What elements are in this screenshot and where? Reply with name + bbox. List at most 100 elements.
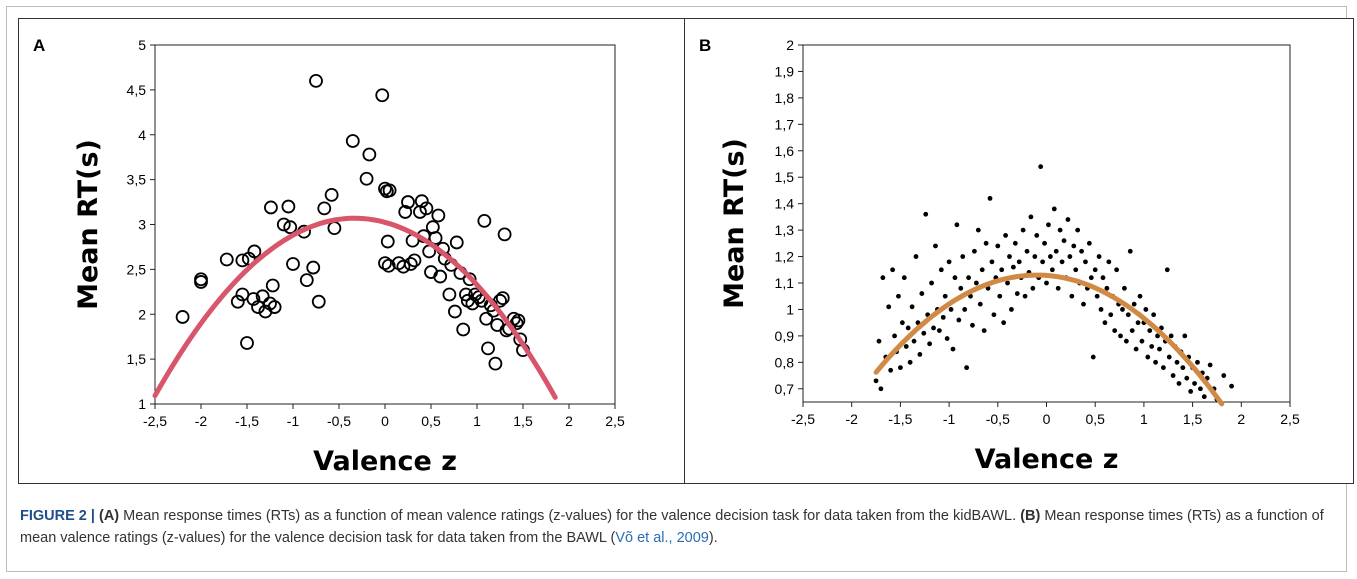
data-point [327, 221, 342, 235]
data-point [1049, 267, 1055, 273]
data-point [407, 253, 422, 268]
data-point [956, 317, 962, 323]
y-tick-label: 1 [786, 301, 794, 317]
data-point [1106, 259, 1112, 265]
data-point [276, 217, 291, 232]
data-point [428, 231, 443, 245]
data-point [995, 243, 1001, 249]
caption-text-end: ). [708, 530, 718, 546]
data-point [1184, 375, 1190, 381]
data-point [940, 314, 946, 320]
data-point [890, 267, 896, 273]
data-point [1151, 312, 1157, 318]
data-point [442, 287, 457, 302]
data-point [1166, 354, 1172, 360]
data-point [1009, 307, 1014, 312]
data-point [403, 257, 418, 271]
data-point [1032, 254, 1038, 259]
y-tick-label: 0,8 [775, 354, 795, 370]
data-point [942, 293, 948, 299]
data-point [1092, 267, 1098, 273]
citation-link[interactable]: Võ et al., 2009 [615, 530, 709, 546]
data-point [495, 291, 510, 305]
data-point [1053, 248, 1059, 254]
data-point [1044, 280, 1049, 286]
data-point [905, 325, 911, 331]
data-point [459, 287, 473, 302]
data-point [511, 313, 526, 328]
y-tick-label: 1,2 [775, 249, 795, 265]
data-point [1133, 346, 1139, 352]
data-point [962, 307, 968, 312]
data-point [950, 346, 956, 352]
x-tick-label: -2 [845, 411, 858, 427]
data-point [917, 352, 923, 357]
data-point [1003, 233, 1008, 238]
data-point [1127, 248, 1133, 254]
x-tick-label: 0 [1043, 411, 1051, 427]
data-point [1014, 291, 1020, 296]
data-point [1042, 240, 1047, 246]
data-point [359, 171, 374, 186]
data-point [973, 280, 979, 286]
data-point [1047, 254, 1053, 259]
data-point [477, 214, 492, 228]
data-point [944, 336, 950, 341]
data-point [414, 194, 429, 209]
data-point [456, 322, 471, 337]
caption-ref-a: (A) [99, 508, 120, 524]
y-tick-label: 2 [786, 37, 794, 53]
data-point [911, 338, 917, 344]
data-point [306, 260, 321, 275]
data-point [960, 254, 966, 259]
data-point [1118, 333, 1123, 339]
data-point [317, 201, 332, 216]
data-point [1137, 293, 1143, 299]
x-tick-label: -1 [287, 413, 300, 429]
data-point [1112, 328, 1118, 333]
data-point [1057, 227, 1063, 233]
data-point [899, 320, 905, 326]
data-point [1122, 285, 1127, 291]
data-point [488, 356, 503, 371]
panel-letter: A [33, 36, 45, 55]
data-point [247, 244, 262, 259]
data-point [1180, 365, 1186, 371]
y-tick-label: 0,9 [775, 328, 795, 344]
data-point [991, 312, 997, 318]
data-point [1010, 264, 1016, 270]
y-axis-title: Mean RT(s) [719, 138, 750, 309]
data-point [1081, 301, 1086, 307]
y-tick-label: 2 [138, 306, 146, 322]
data-point [1155, 333, 1160, 339]
y-tick-label: 3,5 [127, 172, 147, 188]
data-point [929, 280, 934, 286]
data-point [972, 248, 977, 254]
chart-panel-a: A -2,5 -2 -1,5 -1 -0,5 0 0,5 1 1,5 2 2,5 1 1,5 2 2,5 3 3,… [18, 18, 688, 484]
data-point [919, 291, 925, 296]
fit-curve [152, 215, 558, 400]
data-point [1007, 254, 1012, 259]
data-point [873, 378, 879, 384]
data-point [398, 205, 413, 219]
data-point [981, 328, 987, 333]
data-point [1197, 386, 1203, 392]
data-point [1108, 312, 1114, 318]
data-point [1207, 362, 1213, 368]
data-point [1012, 240, 1018, 246]
data-point [987, 195, 993, 201]
data-point [175, 310, 190, 324]
x-tick-label: 0 [381, 413, 389, 429]
x-tick-label: 1,5 [513, 413, 533, 429]
data-point [1160, 365, 1166, 371]
data-point [1055, 285, 1061, 291]
data-point [1102, 320, 1108, 326]
data-point [1153, 359, 1158, 365]
data-point [1024, 248, 1030, 254]
data-point [1088, 275, 1094, 281]
data-point [1170, 373, 1176, 378]
data-point [1168, 333, 1174, 339]
data-point [958, 285, 964, 291]
data-point [1079, 248, 1084, 254]
x-tick-label: -0,5 [327, 413, 351, 429]
